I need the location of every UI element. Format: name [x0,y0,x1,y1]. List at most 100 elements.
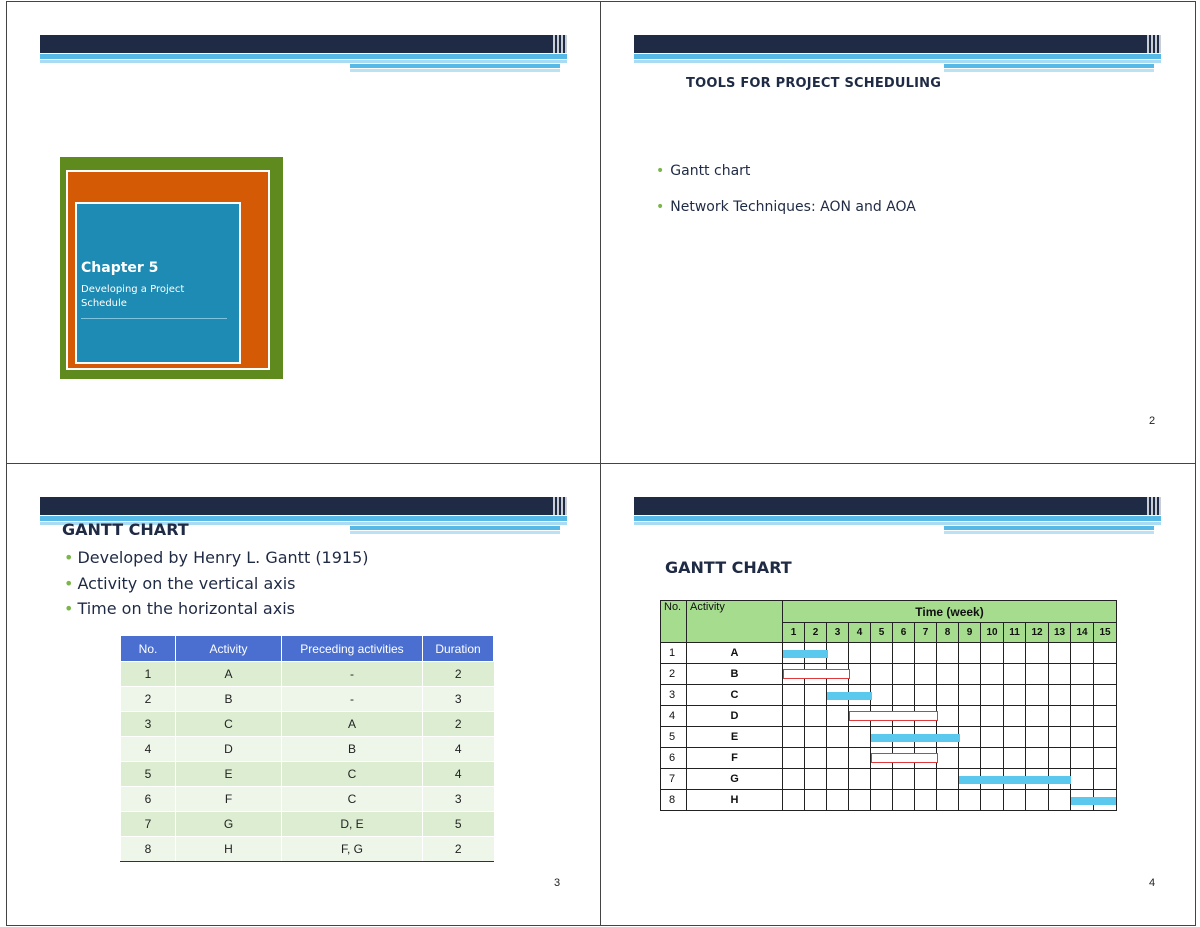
gantt-bar-slack [849,711,939,721]
gantt-header-time: Time (week) [782,600,1117,623]
gantt-row-no: 1 [660,642,687,664]
table-cell: A [281,711,423,737]
gantt-cell [1003,663,1026,685]
table-cell: 4 [120,736,176,762]
gantt-cell [914,789,937,811]
bullet-item: • Gantt chart [656,163,751,179]
gantt-cell [1003,789,1026,811]
week-label: 8 [936,622,959,643]
gantt-cell [804,768,827,790]
table-cell: A [175,661,282,687]
gantt-cell [1048,789,1071,811]
gantt-bar-critical [959,776,1071,784]
gantt-cell [782,705,805,727]
bullet-icon: • [656,199,665,215]
column-header: Preceding activities [281,635,423,662]
gantt-row-activity: E [686,726,783,748]
gantt-cell [1070,789,1116,811]
gantt-row-activity: B [686,663,783,685]
gantt-cell [848,642,871,664]
gantt-header-no: No. [660,600,687,643]
table-cell: 4 [422,736,494,762]
gantt-row-activity: F [686,747,783,769]
gantt-cell [1025,642,1049,664]
gantt-cell [782,663,850,685]
table-cell: C [281,786,423,812]
gantt-cell [892,768,915,790]
table-cell: D [175,736,282,762]
table-cell: B [281,736,423,762]
gantt-cell [1070,684,1094,706]
week-label: 13 [1048,622,1071,643]
gantt-cell [914,663,937,685]
slide-title: TOOLS FOR PROJECT SCHEDULING [686,76,942,91]
gantt-cell [1048,684,1071,706]
gantt-cell [1003,684,1026,706]
gantt-cell [826,642,849,664]
slide-title: GANTT CHART [665,558,792,577]
gantt-cell [936,684,959,706]
week-label: 6 [892,622,915,643]
gantt-cell [1025,726,1049,748]
gantt-cell [1025,789,1049,811]
gantt-cell [804,747,827,769]
gantt-cell [980,789,1004,811]
slide-title: GANTT CHART [62,520,189,539]
gantt-cell [958,684,981,706]
table-cell: 2 [422,836,494,862]
gantt-cell [914,642,937,664]
gantt-cell [1048,705,1071,727]
gantt-cell [980,663,1004,685]
week-label: 2 [804,622,827,643]
gantt-cell [804,705,827,727]
gantt-cell [804,726,827,748]
gantt-cell [958,747,981,769]
gantt-cell [782,684,805,706]
gantt-cell [1070,768,1094,790]
gantt-cell [1093,726,1117,748]
gantt-cell [1003,642,1026,664]
gantt-cell [870,768,893,790]
column-header: No. [120,635,176,662]
page-number: 2 [1149,415,1156,427]
week-label: 11 [1003,622,1026,643]
gantt-cell [1093,705,1117,727]
gantt-cell [1093,663,1117,685]
gantt-bar-critical [871,734,961,742]
gantt-cell [1048,747,1071,769]
gantt-header-activity: Activity [686,600,783,643]
gantt-cell [804,789,827,811]
gantt-cell [1003,726,1026,748]
gantt-cell [1093,684,1117,706]
gantt-cell [936,705,959,727]
table-cell: C [281,761,423,787]
gantt-cell [958,663,981,685]
bullet-item: • Activity on the vertical axis [64,574,296,593]
slide-1: Chapter 5 Developing a Project Schedule [6,1,601,464]
gantt-cell [958,705,981,727]
gantt-cell [892,642,915,664]
table-cell: 3 [422,786,494,812]
gantt-cell [826,789,849,811]
gantt-row-no: 8 [660,789,687,811]
gantt-cell [936,663,959,685]
page-number: 4 [1149,877,1156,889]
gantt-cell [980,642,1004,664]
gantt-cell [1093,642,1117,664]
gantt-bar-critical [1071,797,1116,805]
gantt-cell [936,642,959,664]
gantt-cell [848,789,871,811]
chapter-title-box [60,157,283,379]
gantt-cell [958,642,981,664]
week-label: 3 [826,622,849,643]
table-cell: D, E [281,811,423,837]
gantt-row-no: 7 [660,768,687,790]
week-label: 4 [848,622,871,643]
gantt-cell [782,726,805,748]
